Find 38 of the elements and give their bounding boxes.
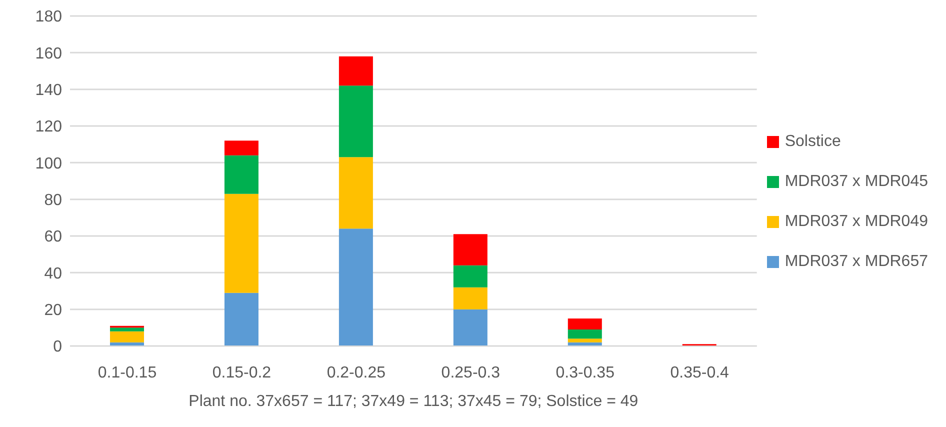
y-tick-label: 100	[35, 155, 62, 172]
bar	[110, 331, 144, 342]
bar	[338, 157, 373, 229]
bar	[453, 309, 488, 346]
x-axis-title: Plant no. 37x657 = 117; 37x49 = 113; 37x45 = 79; Solstice = 49	[188, 393, 638, 410]
legend-label: MDR037 x MDR045	[784, 173, 928, 191]
x-tick-label: 0.2-0.25	[326, 364, 386, 382]
x-tick-label: 0.15-0.2	[212, 364, 272, 382]
legend-label: MDR037 x MDR657	[784, 253, 928, 271]
y-tick-label: 120	[35, 118, 62, 136]
y-tick-label: 80	[44, 192, 62, 210]
y-tick-label: 180	[35, 8, 62, 26]
bar	[453, 287, 488, 310]
bar	[568, 338, 602, 342]
x-tick-label: 0.1-0.15	[98, 364, 157, 382]
bar	[338, 56, 373, 86]
bar	[224, 140, 258, 156]
bar	[110, 328, 144, 332]
y-tick-label: 60	[44, 228, 62, 246]
y-tick-label: 160	[35, 45, 62, 62]
bar	[338, 86, 373, 158]
x-tick-label: 0.3-0.35	[556, 364, 615, 382]
y-tick-label: 40	[44, 265, 62, 282]
legend-label: MDR037 x MDR049	[784, 213, 928, 231]
y-tick-label: 140	[35, 82, 62, 100]
x-tick-label: 0.25-0.3	[441, 364, 500, 382]
bar	[224, 292, 258, 346]
y-tick-label: 0	[53, 338, 62, 356]
bar	[453, 234, 488, 266]
bar	[568, 318, 602, 330]
bar	[453, 265, 488, 288]
bar	[338, 228, 373, 346]
bar	[224, 155, 258, 194]
y-tick-label: 20	[44, 302, 62, 320]
bar	[224, 194, 258, 293]
bar	[568, 330, 602, 339]
x-tick-label: 0.35-0.4	[670, 364, 730, 382]
legend-label: Solstice	[784, 133, 841, 151]
